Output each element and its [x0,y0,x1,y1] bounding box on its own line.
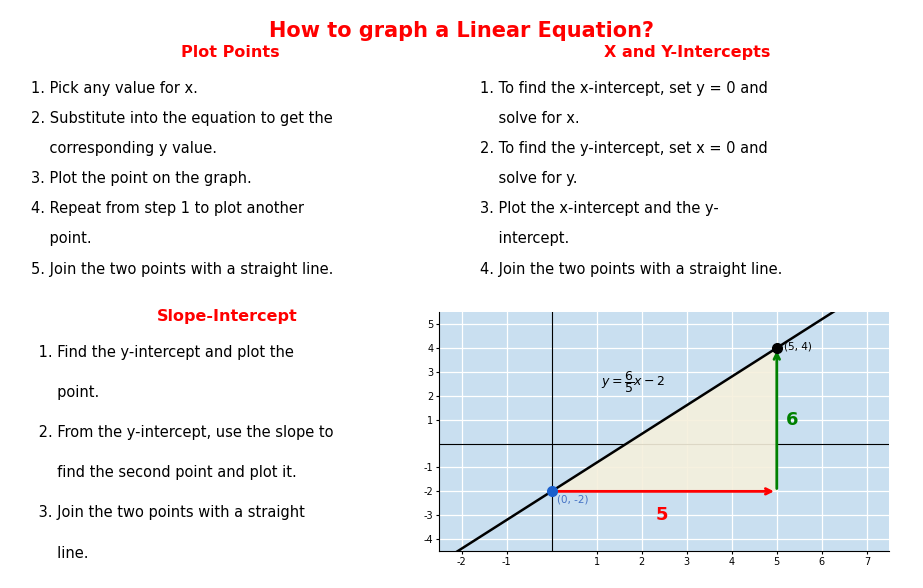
Text: How to graph a Linear Equation?: How to graph a Linear Equation? [269,21,654,41]
Text: 3. Plot the x-intercept and the y-: 3. Plot the x-intercept and the y- [480,201,718,216]
Text: Slope-Intercept: Slope-Intercept [157,309,297,325]
Text: 4. Repeat from step 1 to plot another: 4. Repeat from step 1 to plot another [30,201,304,216]
Text: Plot Points: Plot Points [182,45,280,60]
Text: corresponding y value.: corresponding y value. [30,141,217,156]
Text: 2. To find the y-intercept, set x = 0 and: 2. To find the y-intercept, set x = 0 an… [480,141,767,156]
Text: 1. To find the x-intercept, set y = 0 and: 1. To find the x-intercept, set y = 0 an… [480,81,767,96]
Text: 2. Substitute into the equation to get the: 2. Substitute into the equation to get t… [30,111,332,126]
Text: find the second point and plot it.: find the second point and plot it. [33,465,296,480]
Text: 2. From the y-intercept, use the slope to: 2. From the y-intercept, use the slope t… [33,425,333,440]
Text: (0, -2): (0, -2) [557,494,589,504]
Text: 3. Join the two points with a straight: 3. Join the two points with a straight [33,506,305,520]
Text: solve for x.: solve for x. [480,111,579,126]
Text: point.: point. [33,385,99,400]
Text: 5. Join the two points with a straight line.: 5. Join the two points with a straight l… [30,262,333,276]
Text: 1. Find the y-intercept and plot the: 1. Find the y-intercept and plot the [33,345,294,360]
Text: 3. Plot the point on the graph.: 3. Plot the point on the graph. [30,171,252,186]
Text: line.: line. [33,546,88,561]
Text: 4. Join the two points with a straight line.: 4. Join the two points with a straight l… [480,262,782,276]
Text: 5: 5 [655,506,667,524]
Text: (5, 4): (5, 4) [784,342,811,352]
Text: solve for y.: solve for y. [480,171,577,186]
Text: point.: point. [30,232,91,246]
Text: 1. Pick any value for x.: 1. Pick any value for x. [30,81,198,96]
Polygon shape [552,348,777,492]
Text: 6: 6 [785,410,798,429]
Text: intercept.: intercept. [480,232,569,246]
Text: X and Y-Intercepts: X and Y-Intercepts [604,45,770,60]
Text: $y = \dfrac{6}{5}x - 2$: $y = \dfrac{6}{5}x - 2$ [601,369,665,395]
